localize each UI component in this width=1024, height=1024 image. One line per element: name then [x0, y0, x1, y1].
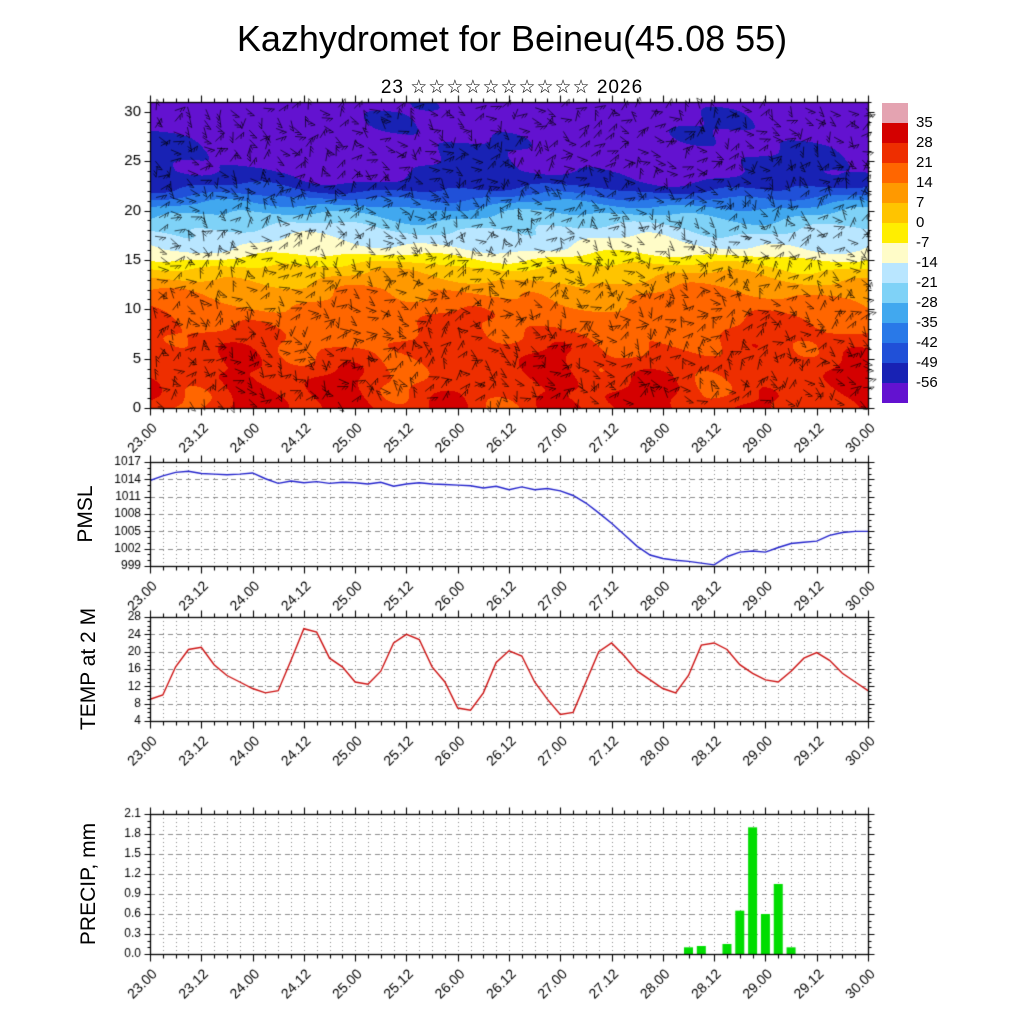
colorbar-tick-label: -49	[916, 354, 938, 371]
colorbar-tick-label: -28	[916, 294, 938, 311]
colorbar-tick-label: 14	[916, 174, 933, 191]
colorbar-cell	[882, 123, 908, 143]
colorbar-tick-label: 35	[916, 114, 933, 131]
temperature-colorbar: 35 28 21 14 7 0 -7 -14 -21 -28 -35 -42 -49 -56	[882, 103, 952, 403]
colorbar-tick-label: 28	[916, 134, 933, 151]
colorbar-cell	[882, 363, 908, 383]
cross-section-chart	[90, 92, 890, 467]
colorbar-tick-label: -14	[916, 254, 938, 271]
colorbar-cell	[882, 243, 908, 263]
colorbar-cell	[882, 323, 908, 343]
colorbar-tick-label: -35	[916, 314, 938, 331]
colorbar-cell	[882, 303, 908, 323]
colorbar-cell	[882, 223, 908, 243]
colorbar-tick-label: 7	[916, 194, 925, 211]
colorbar-cell	[882, 103, 908, 123]
temp2m-chart	[90, 605, 890, 775]
colorbar-tick-label: -42	[916, 334, 938, 351]
colorbar-cell	[882, 283, 908, 303]
colorbar-tick-label: -21	[916, 274, 938, 291]
pmsl-chart	[90, 450, 890, 620]
colorbar-tick-label: -7	[916, 234, 930, 251]
colorbar-cell	[882, 343, 908, 363]
precip-chart	[90, 800, 890, 1010]
colorbar-cell	[882, 183, 908, 203]
colorbar-cell	[882, 143, 908, 163]
colorbar-cell	[882, 263, 908, 283]
colorbar-tick-label: -56	[916, 374, 938, 391]
colorbar-cell	[882, 163, 908, 183]
colorbar-cell	[882, 383, 908, 403]
colorbar-cell	[882, 203, 908, 223]
colorbar-tick-label: 0	[916, 214, 925, 231]
page-title: Kazhydromet for Beineu(45.08 55)	[236, 18, 788, 59]
colorbar-tick-label: 21	[916, 154, 933, 171]
